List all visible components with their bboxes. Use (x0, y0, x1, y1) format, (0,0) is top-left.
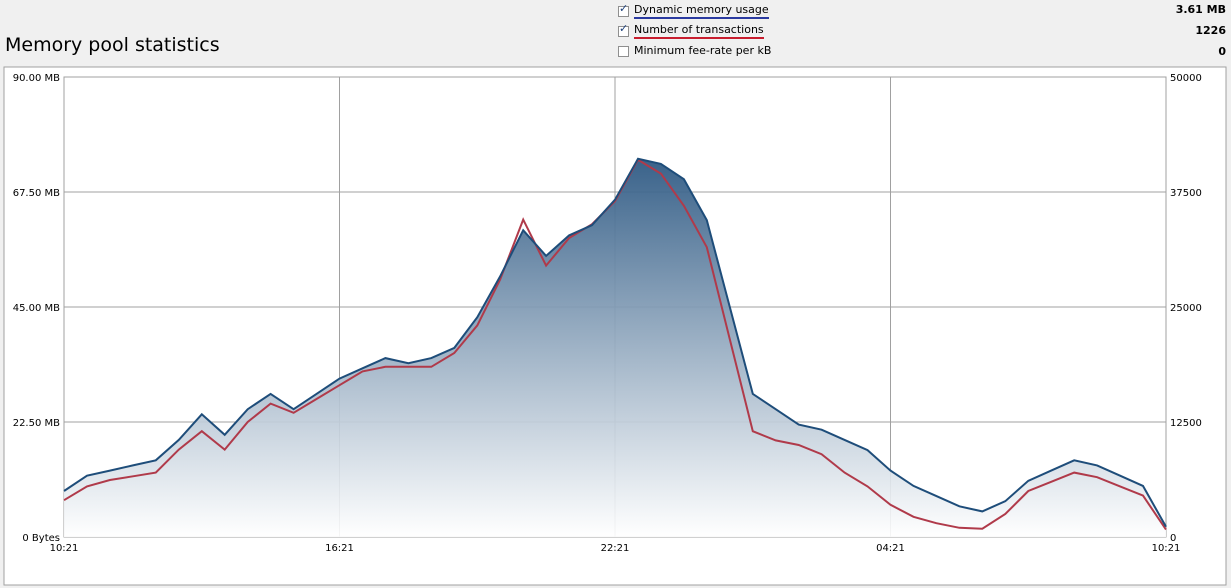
y-left-tick-label: 45.00 MB (13, 303, 60, 314)
memory-area (64, 158, 1166, 538)
y-right-tick-label: 0 (1170, 533, 1176, 544)
x-tick-label: 10:21 (1152, 543, 1181, 554)
y-left-tick-label: 67.50 MB (13, 188, 60, 199)
transactions-line (63, 158, 1167, 531)
x-tick-label: 10:21 (50, 543, 79, 554)
y-left-tick-label: 90.00 MB (13, 73, 60, 84)
toggle-transactions[interactable]: ✓ Number of transactions (618, 21, 771, 41)
transactions-toggle-label[interactable]: Number of transactions (634, 23, 764, 39)
min-fee-toggle-label[interactable]: Minimum fee-rate per kB (634, 44, 772, 57)
memory-toggle-label[interactable]: Dynamic memory usage (634, 3, 769, 19)
checkmark-icon: ✓ (619, 1, 629, 15)
y-right-tick-label: 12500 (1170, 418, 1202, 429)
toggle-min-fee[interactable]: Minimum fee-rate per kB (618, 41, 771, 61)
checkmark-icon: ✓ (619, 21, 629, 35)
memory-checkbox[interactable]: ✓ (618, 1, 629, 17)
transaction-count-value: 1226 (1195, 24, 1226, 37)
x-tick-label: 22:21 (601, 543, 630, 554)
page-title: Memory pool statistics (5, 34, 220, 56)
memory-usage-value: 3.61 MB (1175, 3, 1226, 16)
toggle-dynamic-memory[interactable]: ✓ Dynamic memory usage (618, 1, 771, 21)
y-right-tick-label: 50000 (1170, 73, 1202, 84)
series-toggles: ✓ Dynamic memory usage ✓ Number of trans… (618, 1, 771, 61)
memory-line (63, 157, 1167, 528)
min-fee-checkbox[interactable] (618, 45, 629, 57)
min-fee-value: 0 (1218, 45, 1226, 58)
x-tick-label: 16:21 (325, 543, 354, 554)
y-left-tick-label: 0 Bytes (22, 533, 60, 544)
y-left-tick-label: 22.50 MB (13, 418, 60, 429)
x-tick-label: 04:21 (876, 543, 905, 554)
y-right-tick-label: 37500 (1170, 188, 1202, 199)
y-right-tick-label: 25000 (1170, 303, 1202, 314)
transactions-checkbox[interactable]: ✓ (618, 21, 629, 37)
